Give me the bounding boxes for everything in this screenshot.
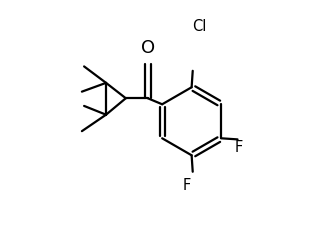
Text: O: O <box>141 39 155 57</box>
Text: F: F <box>235 140 243 155</box>
Text: F: F <box>183 178 191 193</box>
Text: Cl: Cl <box>192 18 206 34</box>
